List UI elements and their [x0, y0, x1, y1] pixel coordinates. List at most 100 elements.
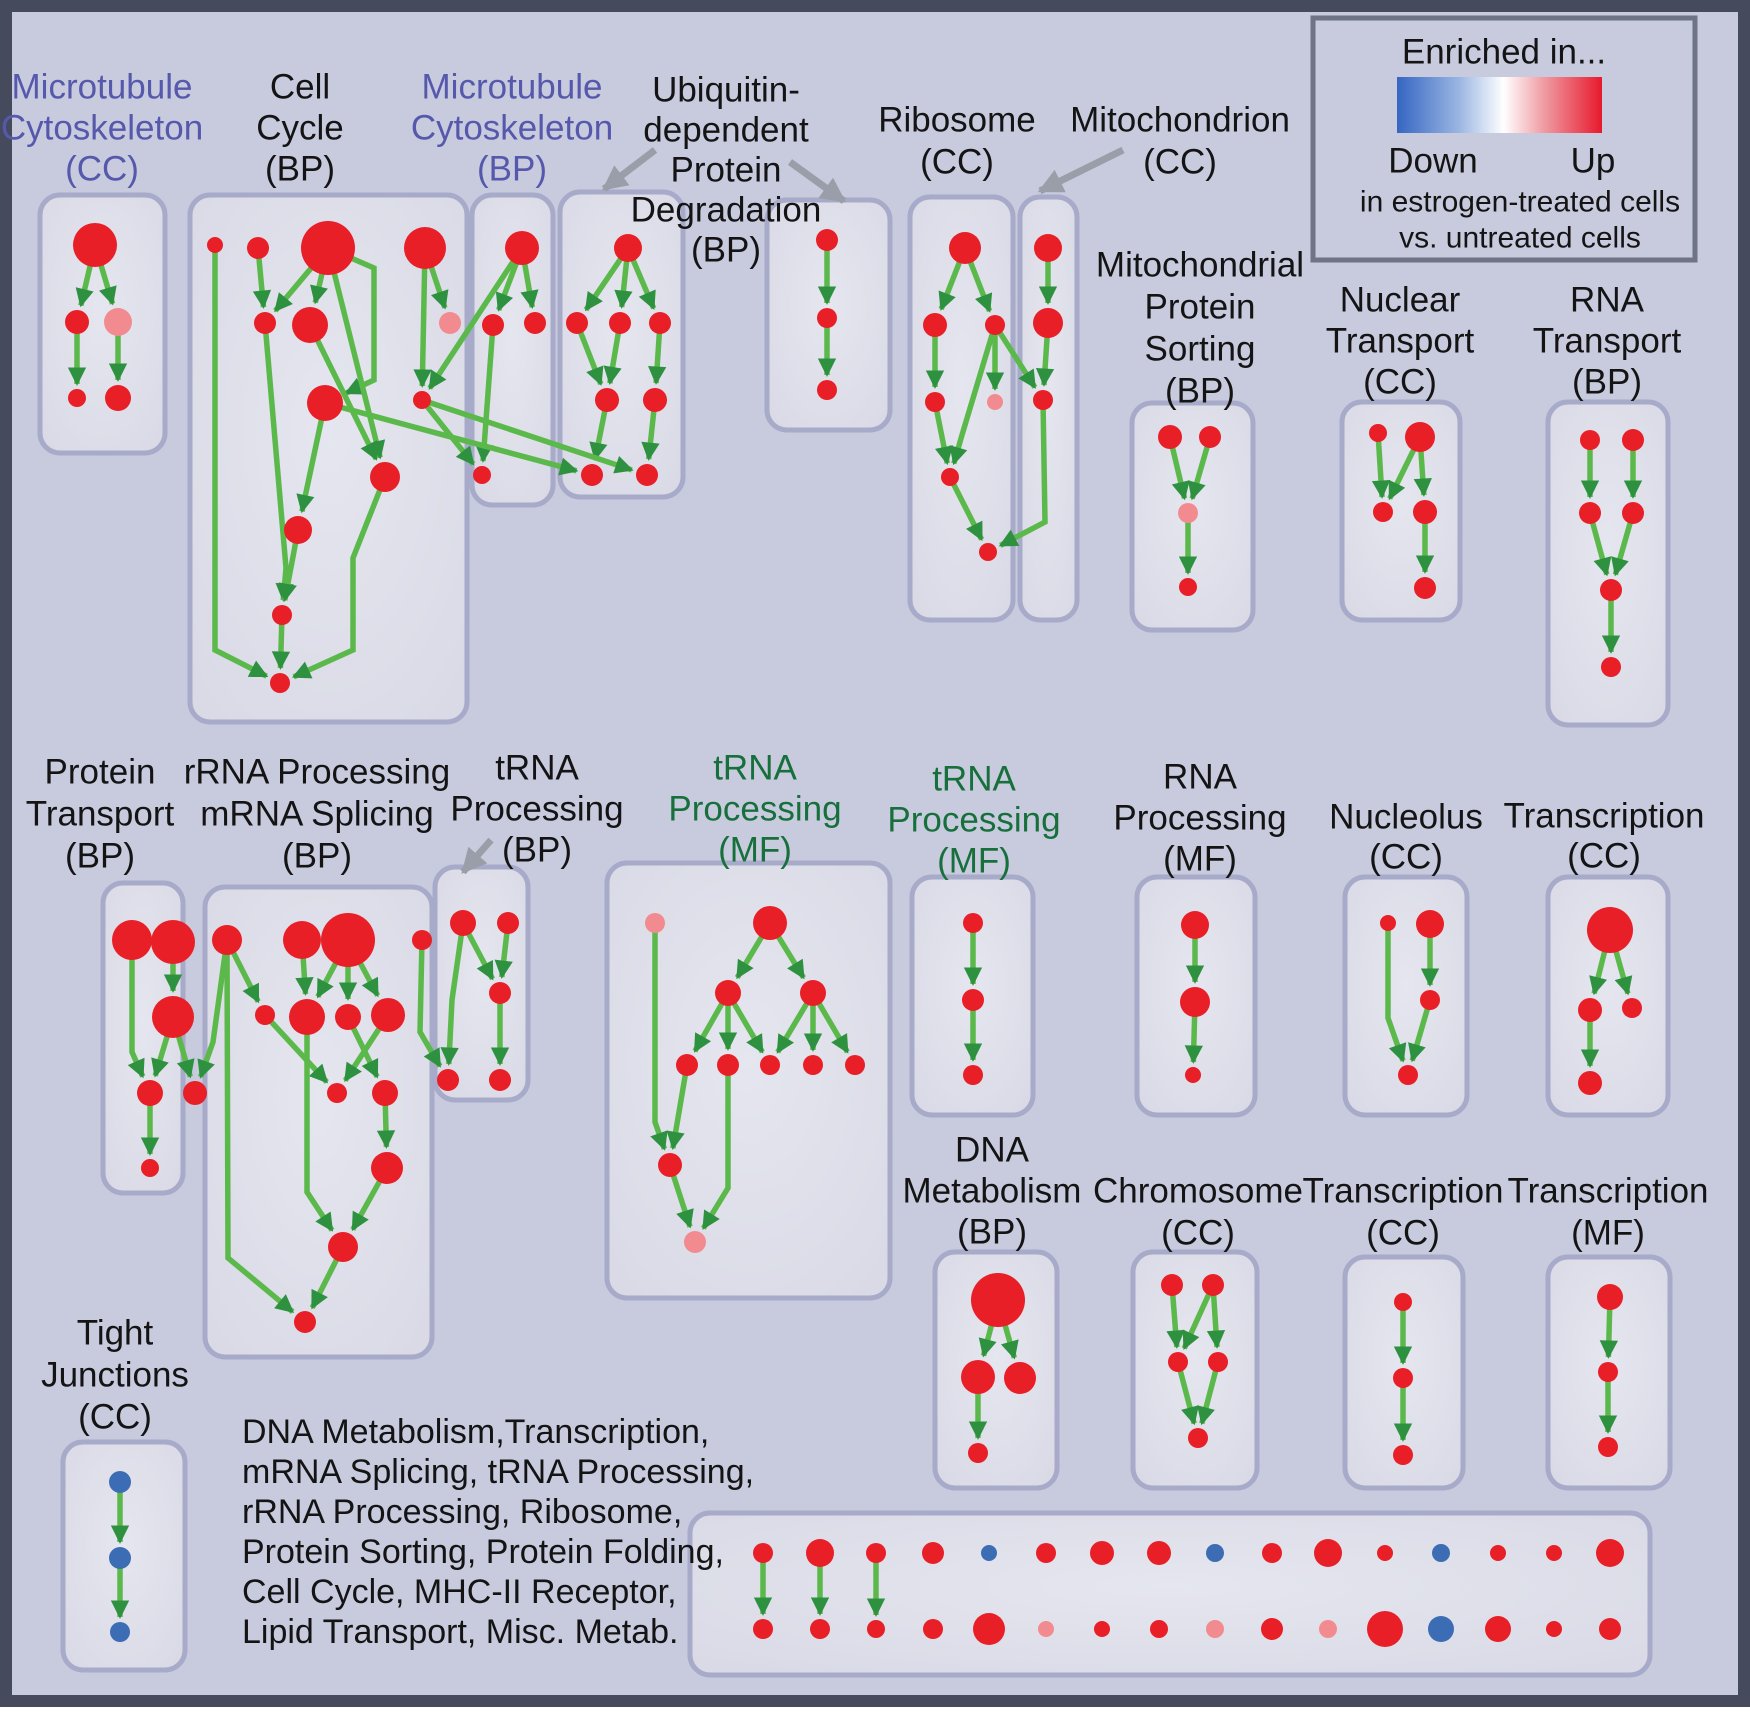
- cluster-label-trna_processing_mf_1: (MF): [718, 831, 792, 870]
- cluster-label-mitochondrion: (CC): [1143, 143, 1217, 182]
- cluster-box-nuclear_transport: [1339, 399, 1463, 623]
- go-term-node: [649, 312, 671, 334]
- cluster-label-rrna_mrna: rRNA Processing: [184, 753, 450, 792]
- go-term-node: [1199, 426, 1221, 448]
- edge-rrna_mrna: [224, 939, 295, 1314]
- go-term-node: [981, 1545, 997, 1561]
- go-term-node: [643, 388, 667, 412]
- go-term-node: [283, 921, 321, 959]
- go-term-node: [1587, 907, 1633, 953]
- legend-subline-1: in estrogen-treated cells: [1360, 186, 1680, 219]
- go-term-node: [923, 313, 947, 337]
- go-term-node: [609, 312, 631, 334]
- go-term-node: [413, 391, 431, 409]
- legend-up-label: Up: [1571, 142, 1616, 181]
- cluster-label-ubiquitin_dependent: Degradation: [631, 191, 822, 230]
- go-term-node: [1490, 1545, 1506, 1561]
- go-term-node: [963, 913, 983, 933]
- go-term-node: [1578, 998, 1602, 1022]
- go-term-node: [183, 1081, 207, 1105]
- cluster-label-mitochondrial_protein_sorting: Protein: [1145, 288, 1256, 327]
- cluster-label-transcription_cc_2: Transcription: [1303, 1172, 1504, 1211]
- cluster-label-tight_junctions: Junctions: [41, 1356, 189, 1395]
- go-term-node: [753, 906, 787, 940]
- cross-edge: [992, 323, 1038, 389]
- edge-trna_processing_mf_1: [650, 923, 668, 1151]
- go-term-node: [254, 312, 276, 334]
- go-term-node: [923, 1619, 943, 1639]
- go-term-node: [505, 231, 539, 265]
- go-term-node: [1405, 422, 1435, 452]
- cluster-label-protein_transport: Transport: [26, 795, 175, 834]
- go-term-node: [1597, 1284, 1623, 1310]
- go-term-node: [1546, 1545, 1562, 1561]
- cluster-label-chromosome: Chromosome: [1093, 1172, 1303, 1211]
- go-term-node: [1038, 1621, 1054, 1637]
- go-term-node: [1262, 1543, 1282, 1563]
- go-term-node: [255, 1005, 275, 1025]
- go-term-node: [327, 1083, 347, 1103]
- go-term-node: [845, 1055, 865, 1075]
- go-term-node: [1158, 425, 1182, 449]
- go-term-node: [1168, 1352, 1188, 1372]
- go-term-node: [961, 1360, 995, 1394]
- go-term-node: [973, 1613, 1005, 1645]
- go-term-node: [971, 1273, 1025, 1327]
- go-term-node: [137, 1080, 163, 1106]
- go-term-node: [987, 394, 1003, 410]
- go-term-node: [1261, 1618, 1283, 1640]
- cluster-label-transcription_mf: Transcription: [1508, 1172, 1709, 1211]
- go-term-node: [1206, 1620, 1224, 1638]
- cluster-label-trna_processing_mf_1: Processing: [668, 790, 841, 829]
- go-term-node: [328, 1232, 358, 1262]
- go-term-node: [1622, 998, 1642, 1018]
- go-term-node: [321, 913, 375, 967]
- cluster-box-mixed_clusters: [687, 1510, 1653, 1678]
- go-term-node: [1377, 1545, 1393, 1561]
- cluster-label-rna_processing_mf: (MF): [1163, 840, 1237, 879]
- go-term-node: [370, 462, 400, 492]
- cluster-label-ubiquitin_dependent: dependent: [643, 111, 809, 150]
- go-term-node: [1319, 1620, 1337, 1638]
- cluster-label-ubiquitin_dependent: (BP): [691, 231, 761, 270]
- edge-cell_cycle: [325, 247, 386, 460]
- go-term-node: [1598, 1362, 1618, 1382]
- cluster-box-rna_transport: [1545, 399, 1671, 728]
- edge-ribosome: [949, 324, 998, 466]
- legend-subline-2: vs. untreated cells: [1399, 222, 1641, 255]
- go-term-node: [1178, 503, 1198, 523]
- cluster-label-cell_cycle: Cell: [270, 68, 330, 107]
- go-term-node: [595, 388, 619, 412]
- edge-chromosome: [1175, 1361, 1199, 1426]
- cluster-label-nuclear_transport: (CC): [1363, 363, 1437, 402]
- go-term-node: [985, 315, 1005, 335]
- edge-rrna_mrna: [262, 1013, 329, 1084]
- go-term-node: [645, 913, 665, 933]
- cluster-label-mitochondrial_protein_sorting: Sorting: [1145, 330, 1256, 369]
- cluster-label-ubiquitin_dependent: Ubiquitin-: [652, 71, 800, 110]
- legend-gradient-bar: [1397, 77, 1602, 133]
- go-term-node: [1367, 1611, 1403, 1647]
- go-term-node: [272, 605, 292, 625]
- go-term-node: [524, 312, 546, 334]
- go-term-node: [1601, 657, 1621, 677]
- go-term-node: [371, 998, 405, 1032]
- cluster-label-protein_transport: Protein: [45, 753, 156, 792]
- go-term-node: [1150, 1620, 1168, 1638]
- go-term-node: [372, 1080, 398, 1106]
- cross-edge: [197, 939, 230, 1079]
- cluster-label-rna_transport: (BP): [1572, 363, 1642, 402]
- cluster-label-microtubule_cytoskeleton_cc: (CC): [65, 150, 139, 189]
- go-term-node: [109, 1471, 131, 1493]
- go-term-node: [68, 389, 86, 407]
- go-term-node: [109, 1547, 131, 1569]
- go-term-node: [962, 989, 984, 1011]
- go-term-node: [1598, 1437, 1618, 1457]
- go-term-node: [817, 308, 837, 328]
- cluster-box-rrna_mrna: [202, 884, 435, 1360]
- go-term-node: [806, 1539, 834, 1567]
- footer-note-line: DNA Metabolism,Transcription,: [242, 1413, 709, 1451]
- legend-box: [1310, 15, 1698, 263]
- go-term-node: [636, 464, 658, 486]
